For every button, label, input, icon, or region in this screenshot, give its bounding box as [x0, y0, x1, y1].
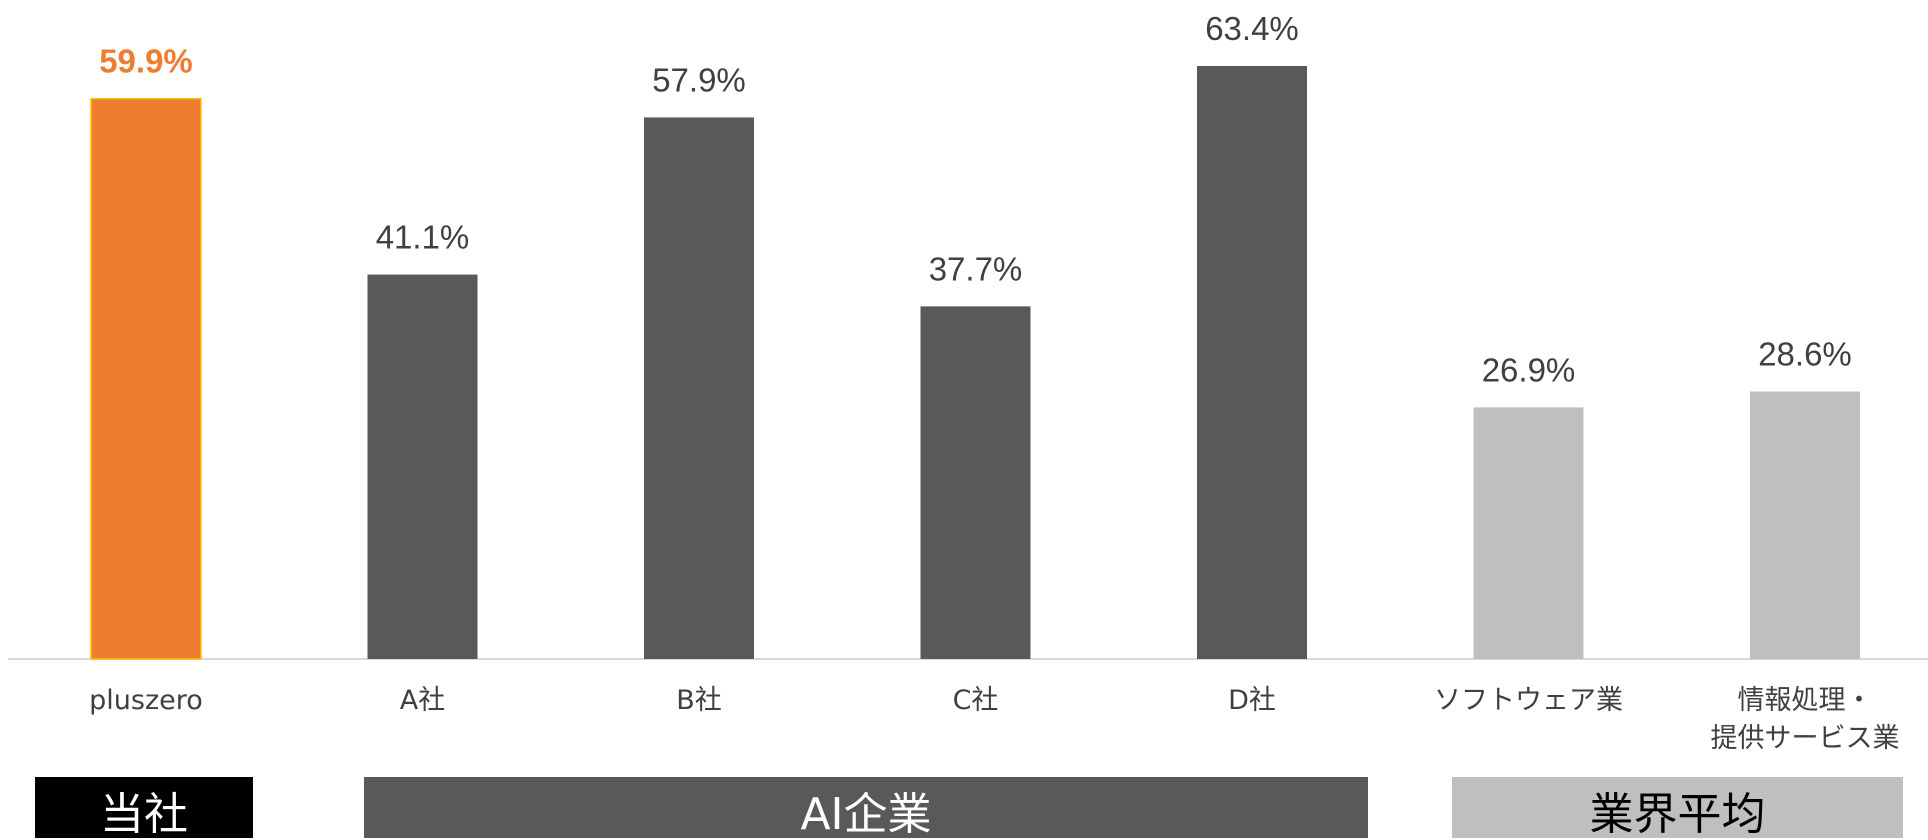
value-label: 63.4%: [1205, 10, 1299, 47]
bar: [920, 306, 1031, 659]
bar: [1197, 66, 1307, 659]
bar: [644, 117, 754, 659]
category-label: B社: [676, 685, 722, 716]
category-label: A社: [400, 685, 445, 716]
group-band-industry-average: 業界平均: [1452, 777, 1903, 838]
category-label: D社: [1228, 685, 1276, 716]
group-label-industry-average: 業界平均: [1589, 788, 1766, 840]
value-label: 28.6%: [1758, 335, 1852, 372]
bar: [1750, 391, 1860, 659]
bar: [367, 274, 478, 659]
value-label: 57.9%: [652, 61, 746, 98]
group-label-ai-companies: AI企業: [800, 788, 932, 840]
bar: [90, 97, 202, 660]
value-label: 41.1%: [376, 219, 470, 256]
bar: [1473, 407, 1584, 659]
category-label: 情報処理・提供サービス業: [1711, 685, 1900, 754]
value-label: 26.9%: [1482, 351, 1576, 388]
category-label: C社: [953, 685, 999, 716]
group-band-ai-companies: AI企業: [364, 777, 1368, 838]
category-label: ソフトウェア業: [1434, 685, 1623, 716]
value-label: 37.7%: [929, 250, 1023, 287]
group-band-ours: 当社: [35, 777, 253, 838]
category-label: pluszero: [89, 685, 203, 716]
group-label-ours: 当社: [100, 788, 188, 840]
value-label: 59.9%: [99, 43, 193, 80]
